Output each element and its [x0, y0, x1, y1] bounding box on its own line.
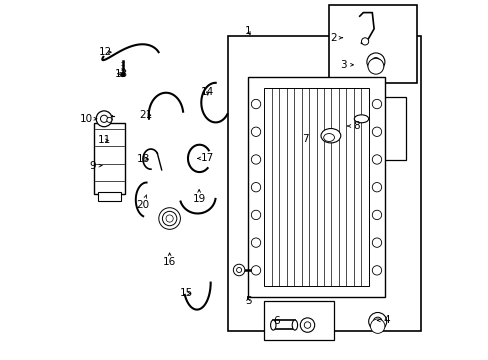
Text: 10: 10: [80, 114, 97, 124]
Text: 16: 16: [163, 253, 176, 267]
Text: 2: 2: [330, 33, 342, 43]
Ellipse shape: [292, 320, 297, 330]
Circle shape: [236, 267, 241, 273]
Circle shape: [251, 183, 260, 192]
Text: 3: 3: [340, 60, 353, 70]
Circle shape: [371, 58, 380, 66]
Bar: [247, 77, 384, 297]
Ellipse shape: [270, 320, 275, 330]
Bar: [98, 192, 121, 201]
Circle shape: [304, 322, 310, 328]
Circle shape: [371, 99, 381, 109]
Text: 13: 13: [115, 69, 128, 79]
Text: 15: 15: [180, 288, 193, 298]
Text: 1: 1: [244, 26, 251, 36]
Circle shape: [373, 317, 381, 326]
Ellipse shape: [320, 129, 340, 143]
Circle shape: [106, 117, 112, 122]
Bar: [264, 301, 334, 340]
Ellipse shape: [354, 115, 368, 123]
Circle shape: [367, 58, 383, 74]
Text: 8: 8: [346, 121, 359, 131]
Circle shape: [159, 208, 180, 229]
Circle shape: [371, 210, 381, 220]
Circle shape: [233, 264, 244, 276]
Bar: [264, 88, 368, 286]
Text: 5: 5: [244, 296, 251, 306]
Circle shape: [361, 38, 368, 45]
Bar: [328, 5, 416, 83]
Ellipse shape: [323, 134, 334, 141]
Circle shape: [251, 266, 260, 275]
Circle shape: [371, 127, 381, 136]
Circle shape: [300, 318, 314, 332]
Circle shape: [251, 127, 260, 136]
Text: 11: 11: [97, 135, 110, 145]
Bar: [94, 123, 124, 194]
Text: 18: 18: [136, 154, 149, 164]
Circle shape: [366, 53, 384, 71]
Bar: [300, 97, 406, 160]
Circle shape: [251, 99, 260, 109]
Text: 4: 4: [377, 315, 389, 325]
Text: 17: 17: [198, 153, 214, 163]
Circle shape: [101, 115, 107, 122]
Text: 12: 12: [99, 47, 112, 57]
Circle shape: [251, 210, 260, 220]
Circle shape: [96, 111, 112, 127]
Circle shape: [162, 211, 177, 226]
Text: 9: 9: [89, 161, 102, 171]
Text: 7: 7: [301, 134, 307, 144]
Circle shape: [371, 155, 381, 164]
Circle shape: [370, 319, 384, 333]
Circle shape: [371, 238, 381, 247]
Circle shape: [121, 72, 125, 77]
Text: 19: 19: [192, 190, 205, 204]
Circle shape: [166, 215, 173, 222]
Text: 21: 21: [139, 110, 152, 120]
Text: 14: 14: [201, 87, 214, 97]
Circle shape: [251, 155, 260, 164]
Circle shape: [371, 266, 381, 275]
Circle shape: [371, 183, 381, 192]
Text: 6: 6: [273, 316, 280, 326]
Text: 20: 20: [136, 195, 149, 210]
Circle shape: [368, 312, 386, 330]
Circle shape: [251, 238, 260, 247]
Bar: [228, 36, 420, 331]
